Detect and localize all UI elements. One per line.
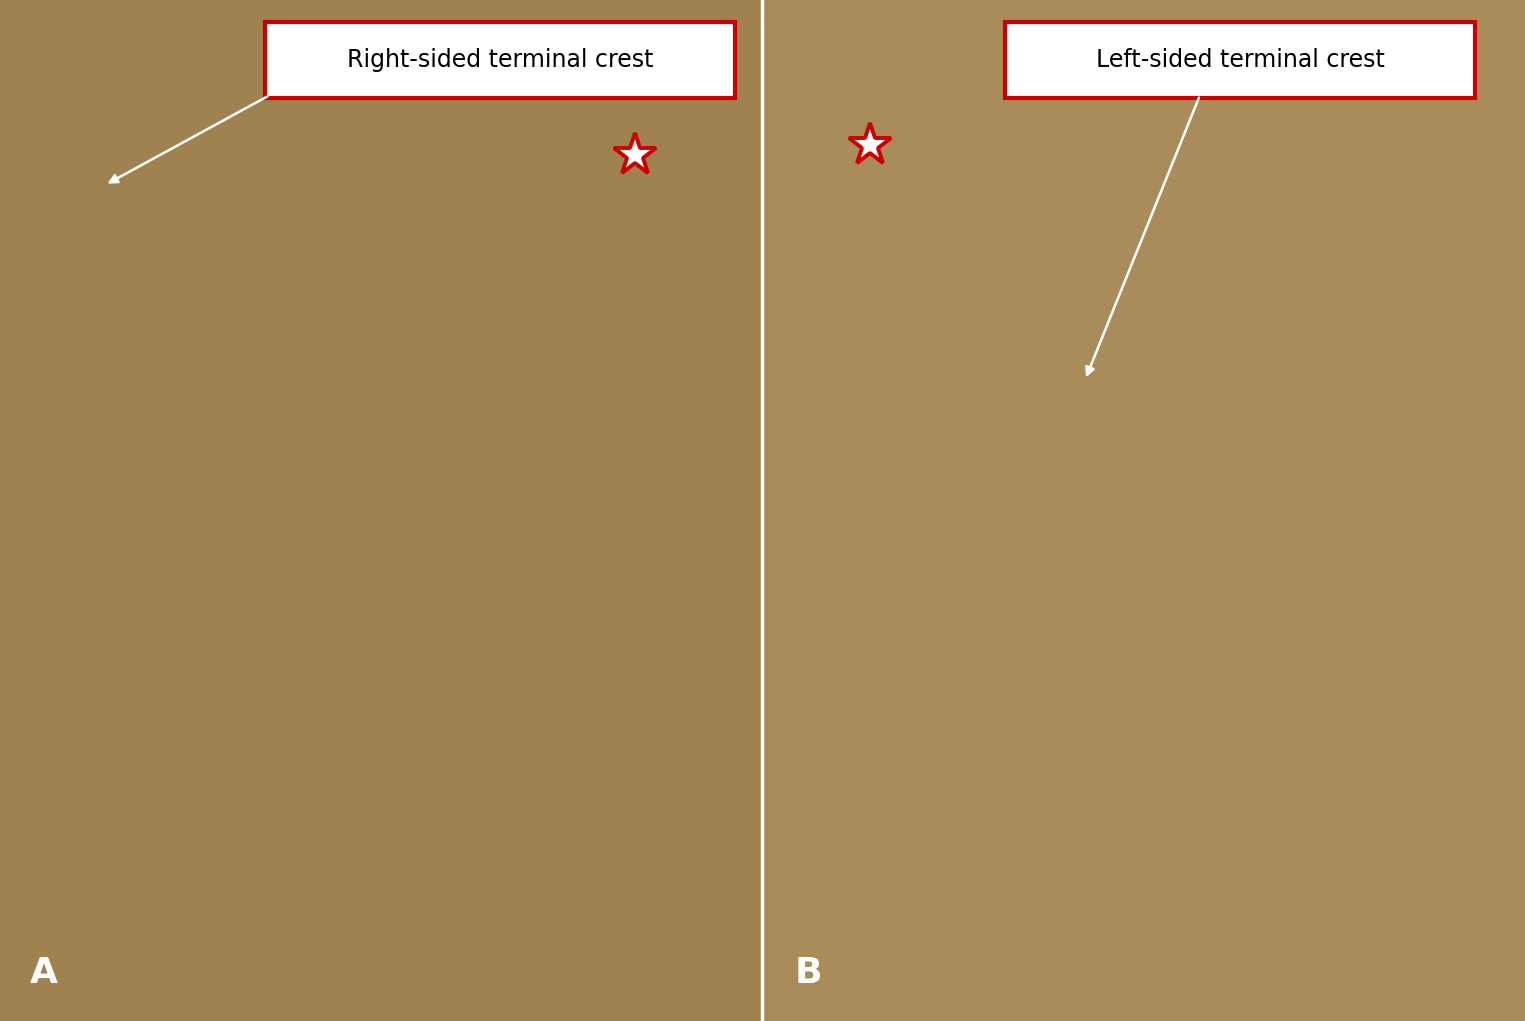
Text: B: B: [795, 956, 822, 990]
FancyBboxPatch shape: [1005, 21, 1475, 98]
Text: A: A: [30, 956, 58, 990]
Text: Left-sided terminal crest: Left-sided terminal crest: [1095, 48, 1385, 72]
Text: Right-sided terminal crest: Right-sided terminal crest: [346, 48, 653, 72]
FancyBboxPatch shape: [265, 21, 735, 98]
